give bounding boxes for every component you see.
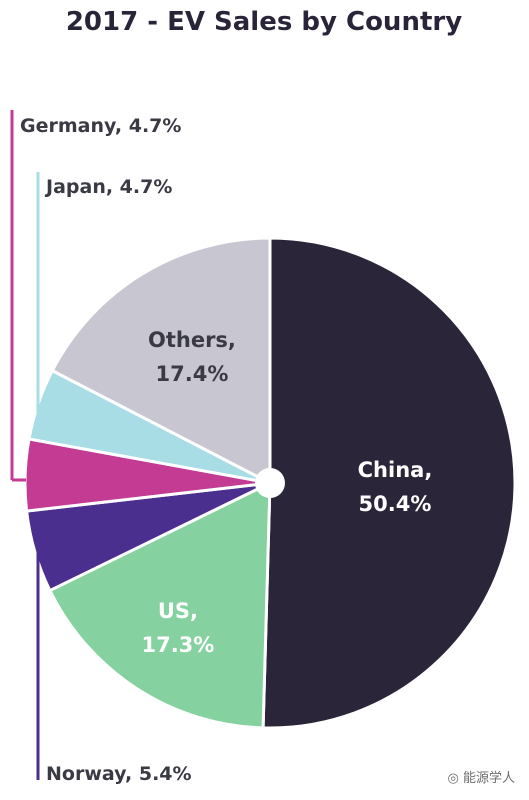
slice-label-others-value: 17.4% bbox=[156, 362, 229, 386]
wechat-icon: ◎ bbox=[447, 771, 459, 786]
chart-title: 2017 - EV Sales by Country bbox=[66, 7, 462, 37]
pie-slice-china bbox=[261, 236, 517, 730]
watermark-text: 能源学人 bbox=[462, 771, 515, 786]
callout-lines bbox=[10, 110, 40, 780]
slice-label-others-name: Others, bbox=[148, 328, 236, 352]
slice-label-china-value: 50.4% bbox=[359, 492, 432, 516]
slice-label-germany: Germany, 4.7% bbox=[20, 115, 181, 137]
slice-label-china-name: China, bbox=[358, 458, 433, 482]
pie-slice-others bbox=[50, 236, 272, 486]
pie-slice-us bbox=[47, 480, 272, 730]
slice-labels: China, 50.4% US, 17.3% Norway, 5.4% Germany, … bbox=[20, 115, 432, 785]
slice-label-japan: Japan, 4.7% bbox=[44, 176, 172, 198]
pie-center-hole bbox=[255, 468, 285, 498]
slice-label-us-name: US, bbox=[158, 599, 198, 623]
pie-slices bbox=[23, 236, 517, 730]
watermark: ◎ 能源学人 bbox=[448, 767, 516, 786]
slice-label-us-value: 17.3% bbox=[141, 633, 214, 657]
slice-label-norway: Norway, 5.4% bbox=[46, 763, 192, 785]
